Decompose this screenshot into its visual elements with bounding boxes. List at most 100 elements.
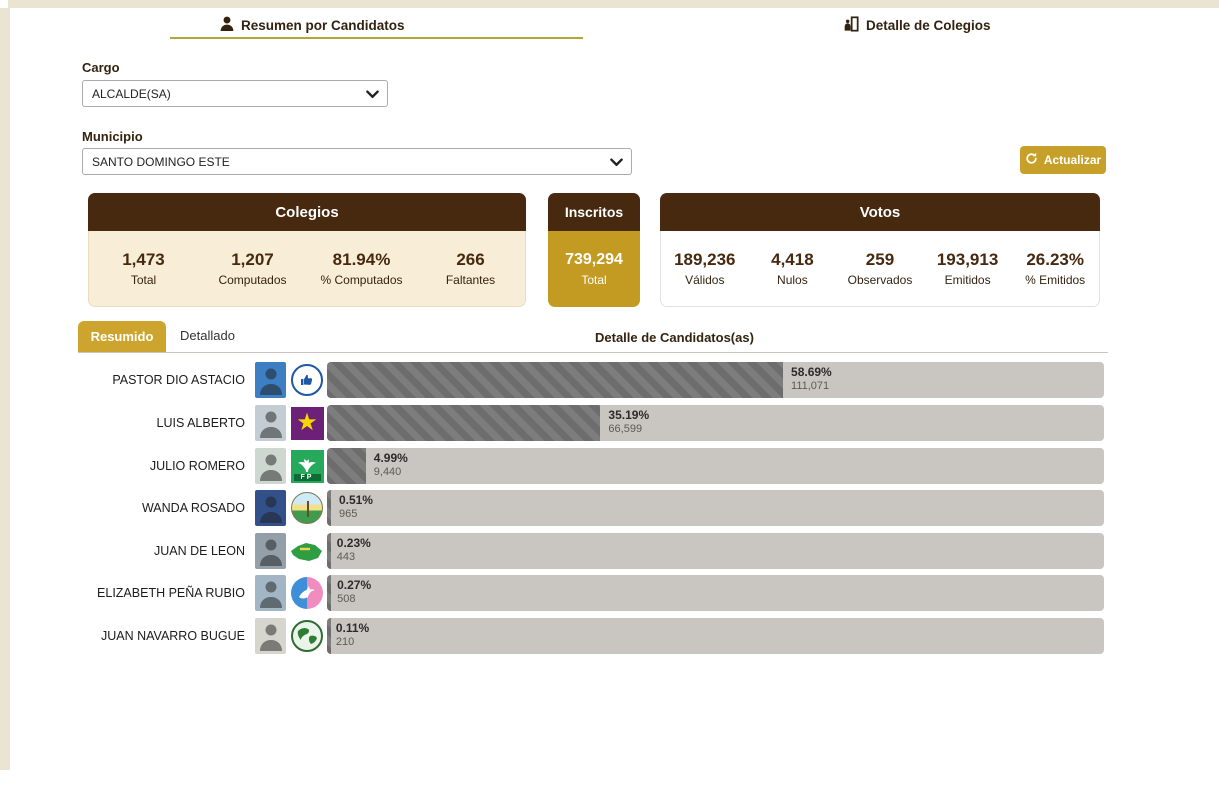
vote-bar: 58.69% 111,071	[327, 362, 1104, 398]
colegios-card-title: Colegios	[88, 193, 526, 231]
vote-percent: 35.19%	[608, 408, 650, 422]
candidate-name: PASTOR DIO ASTACIO	[112, 373, 245, 387]
globe-landmass-icon	[297, 627, 317, 644]
vote-bar: 0.23% 443	[327, 533, 1104, 569]
thumbs-up-circle-logo	[290, 363, 324, 397]
municipio-label: Municipio	[82, 129, 143, 144]
subtab-resumido[interactable]: Resumido	[78, 321, 166, 352]
vote-percent: 0.27%	[337, 578, 372, 592]
cargo-select[interactable]: ALCALDE(SA)	[82, 80, 388, 107]
candidate-photo	[255, 405, 286, 441]
candidate-name: JUAN DE LEON	[154, 544, 245, 558]
chevron-down-icon	[366, 88, 379, 103]
vote-count: 111,071	[791, 380, 830, 392]
candidate-name: ELIZABETH PEÑA RUBIO	[97, 586, 245, 600]
detail-divider	[78, 352, 1108, 353]
vote-bar: 0.11% 210	[327, 618, 1104, 654]
vote-bar: 0.27% 508	[327, 575, 1104, 611]
person-icon	[220, 16, 234, 34]
dove-blue-pink-circle-logo	[290, 576, 324, 610]
fp-letters: FP	[293, 473, 321, 481]
candidate-name: JULIO ROMERO	[149, 459, 245, 473]
stat-colegios-total: 1,473 Total	[122, 250, 165, 287]
globe-circle-logo	[290, 619, 324, 653]
tab-label: Detalle de Colegios	[865, 17, 991, 33]
vote-percent: 4.99%	[373, 451, 408, 465]
vote-bar-fill	[327, 448, 366, 484]
page-edge-top	[8, 0, 1219, 8]
actualizar-label: Actualizar	[1043, 153, 1102, 167]
colegios-card-body: 1,473 Total 1,207 Computados 81.94% % Co…	[88, 231, 526, 307]
cargo-label: Cargo	[82, 60, 120, 75]
vote-percent: 58.69%	[791, 365, 832, 379]
green-island-map-logo	[290, 534, 324, 568]
refresh-icon	[1025, 152, 1038, 168]
thumb-icon	[301, 374, 313, 385]
detail-candidates-title: Detalle de Candidatos(as)	[595, 330, 754, 345]
votos-card-body: 189,236 Válidos 4,418 Nulos 259 Observad…	[660, 231, 1100, 307]
stat-votos-validos: 189,236 Válidos	[674, 250, 736, 287]
vote-bar-fill	[327, 490, 331, 526]
stat-votos-observados: 259 Observados	[847, 250, 913, 287]
leaf-icon	[298, 459, 316, 472]
vote-count: 210	[335, 636, 355, 648]
cargo-select-value: ALCALDE(SA)	[92, 86, 171, 101]
candidate-photo	[255, 490, 286, 526]
candidate-name: WANDA ROSADO	[141, 501, 245, 515]
colegio-door-icon	[843, 15, 859, 35]
stat-colegios-pct-computados: 81.94% % Computados	[320, 250, 403, 287]
stat-votos-pct-emitidos: 26.23% % Emitidos	[1025, 250, 1086, 287]
inscritos-card-body: 739,294 Total	[548, 231, 640, 307]
municipio-select-value: SANTO DOMINGO ESTE	[92, 154, 230, 169]
candidate-name: JUAN NAVARRO BUGUE	[100, 629, 245, 643]
vote-bar: 0.51% 965	[327, 490, 1104, 526]
vote-bar-fill	[327, 405, 601, 441]
dove-icon	[299, 586, 315, 599]
fp-green-square-logo: FP	[290, 449, 324, 483]
votos-card: Votos 189,236 Válidos 4,418 Nulos 259 Ob…	[660, 193, 1100, 307]
candidate-photo	[255, 448, 286, 484]
votos-card-title: Votos	[660, 193, 1100, 231]
vote-bar-fill	[327, 618, 331, 654]
tab-detalle-colegios[interactable]: Detalle de Colegios	[615, 8, 1219, 42]
candidate-photo	[255, 533, 286, 569]
vote-bar: 4.99% 9,440	[327, 448, 1104, 484]
vote-percent: 0.23%	[336, 536, 371, 550]
tab-label: Resumen por Candidatos	[240, 17, 405, 33]
vote-percent: 0.11%	[335, 621, 370, 635]
vote-count: 965	[338, 508, 358, 520]
stat-votos-nulos: 4,418 Nulos	[771, 250, 814, 287]
stat-colegios-computados: 1,207 Computados	[218, 250, 287, 287]
candidate-name: LUIS ALBERTO	[156, 416, 245, 430]
stat-votos-emitidos: 193,913 Emitidos	[936, 250, 999, 287]
stat-inscritos-total: 739,294	[565, 251, 623, 268]
subtab-detallado[interactable]: Detallado	[180, 328, 235, 343]
vote-count: 508	[337, 593, 356, 605]
main-tabbar: Resumen por Candidatos Detalle de Colegi…	[10, 8, 1219, 42]
chevron-down-icon	[610, 156, 623, 171]
active-tab-underline	[170, 37, 583, 39]
yellow-star-purple-square-logo	[290, 406, 324, 440]
actualizar-button[interactable]: Actualizar	[1020, 146, 1106, 174]
candidate-photo	[255, 618, 286, 654]
inscritos-card-title: Inscritos	[548, 193, 640, 231]
inscritos-card: Inscritos 739,294 Total	[548, 193, 640, 307]
vote-count: 9,440	[373, 466, 402, 478]
palm-seal-circle-logo	[290, 491, 324, 525]
vote-percent: 0.51%	[338, 493, 373, 507]
star-icon	[296, 411, 318, 435]
vote-count: 66,599	[608, 423, 643, 435]
tab-resumen-candidatos[interactable]: Resumen por Candidatos	[10, 8, 615, 42]
vote-bar-fill	[327, 575, 331, 611]
vote-bar-fill	[327, 362, 784, 398]
page-edge-left	[0, 8, 10, 770]
colegios-card: Colegios 1,473 Total 1,207 Computados 81…	[88, 193, 526, 307]
stat-colegios-faltantes: 266 Faltantes	[445, 250, 496, 287]
candidate-photo	[255, 575, 286, 611]
palm-trunk	[307, 501, 309, 517]
municipio-select[interactable]: SANTO DOMINGO ESTE	[82, 148, 632, 175]
vote-bar: 35.19% 66,599	[327, 405, 1104, 441]
candidate-photo	[255, 362, 286, 398]
vote-bar-fill	[327, 533, 331, 569]
